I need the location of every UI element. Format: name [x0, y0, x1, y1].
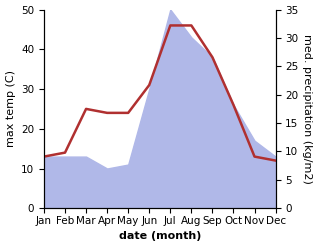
- Y-axis label: max temp (C): max temp (C): [5, 70, 16, 147]
- Y-axis label: med. precipitation (kg/m2): med. precipitation (kg/m2): [302, 34, 313, 184]
- X-axis label: date (month): date (month): [119, 231, 201, 242]
